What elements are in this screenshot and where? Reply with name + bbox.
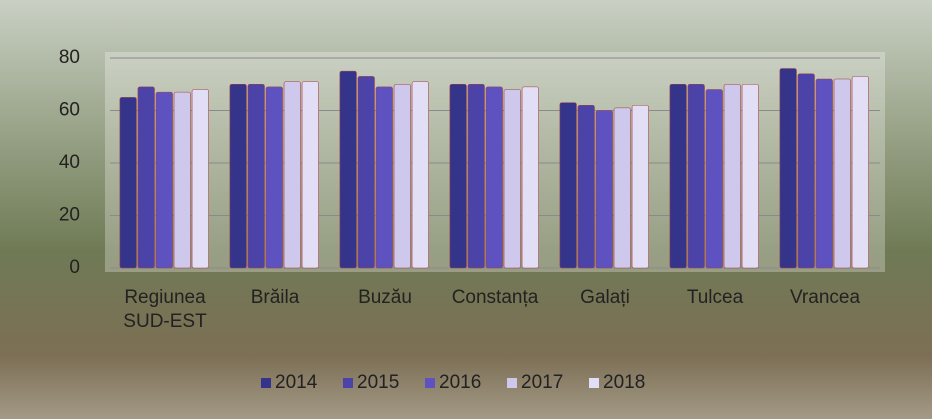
bar [742, 84, 759, 268]
bar [284, 82, 301, 268]
legend-label: 2015 [357, 372, 399, 393]
bar [192, 90, 209, 269]
legend-swatch [343, 378, 353, 388]
x-tick-label: Brăila [220, 286, 330, 310]
bar [376, 87, 393, 268]
y-tick-label: 60 [59, 100, 80, 121]
bar [560, 103, 577, 268]
bar [138, 87, 155, 268]
x-tick-label: Constanța [440, 286, 550, 310]
bar [614, 108, 631, 268]
bar [596, 111, 613, 269]
bar [412, 82, 429, 268]
bar [578, 105, 595, 268]
chart: 0 20 40 60 80 2014 2015 2016 2017 2018 [0, 0, 932, 419]
bar [394, 84, 411, 268]
bar [248, 84, 265, 268]
bar [798, 74, 815, 268]
bar [724, 84, 741, 268]
x-tick-label: Regiunea SUD-EST [110, 286, 220, 334]
bar [174, 92, 191, 268]
bar [780, 69, 797, 269]
x-tick-label: Vrancea [770, 286, 880, 310]
bar [688, 84, 705, 268]
bar [358, 76, 375, 268]
bar [266, 87, 283, 268]
y-tick-label: 0 [69, 257, 80, 278]
bar [156, 92, 173, 268]
screenshot: 0 20 40 60 80 2014 2015 2016 2017 2018 Regiunea S… [0, 0, 932, 419]
bar [706, 90, 723, 269]
bar [450, 84, 467, 268]
y-tick-label: 20 [59, 205, 80, 226]
x-tick-label: Buzău [330, 286, 440, 310]
legend-swatch [425, 378, 435, 388]
bar [340, 71, 357, 268]
x-tick-label: Galați [550, 286, 660, 310]
bar [816, 79, 833, 268]
bar [522, 87, 539, 268]
legend-label: 2016 [439, 372, 481, 393]
bar [302, 82, 319, 268]
bar [486, 87, 503, 268]
bar [230, 84, 247, 268]
bar [632, 105, 649, 268]
bar [852, 76, 869, 268]
x-tick-label: Tulcea [660, 286, 770, 310]
legend-label: 2014 [275, 372, 318, 393]
legend-swatch [589, 378, 599, 388]
bar [468, 84, 485, 268]
bar [670, 84, 687, 268]
legend-label: 2017 [521, 372, 563, 393]
legend-label: 2018 [603, 372, 645, 393]
bar [504, 90, 521, 269]
y-tick-label: 40 [59, 152, 80, 173]
bar [834, 79, 851, 268]
legend-swatch [507, 378, 517, 388]
bar [120, 97, 137, 268]
y-tick-label: 80 [59, 47, 80, 68]
legend-swatch [261, 378, 271, 388]
